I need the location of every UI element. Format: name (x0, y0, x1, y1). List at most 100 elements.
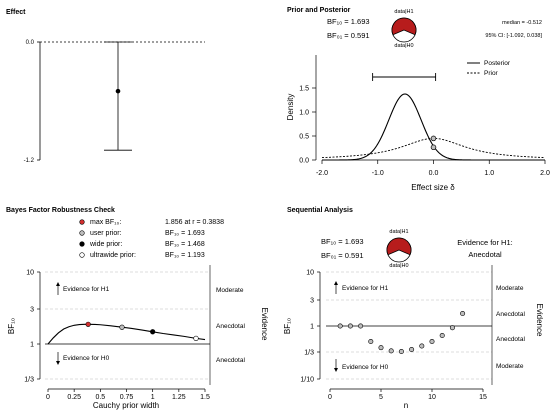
seq-level-moderate: Moderate (496, 363, 524, 370)
prior-posterior-panel: Prior and Posterior BF₁₀ = 1.693 BF₀₁ = … (286, 7, 550, 192)
rb-legend-label: user prior: (90, 230, 122, 237)
rb-prior-point (85, 321, 91, 327)
seq-evidence-h0-label: Evidence for H0 (342, 364, 389, 371)
robustness-panel: Bayes Factor Robustness Check max BF₁₀: 1… (6, 207, 269, 410)
arrow-up-icon (56, 282, 60, 286)
rb-evidence-h1-label: Evidence for H1 (63, 286, 110, 293)
rb-legend-value: BF₁₀ = 1.693 (165, 230, 205, 237)
rb-prior-point (150, 329, 156, 335)
pie-h1-slice (391, 17, 417, 36)
seq-evidence-pie (386, 237, 412, 263)
sequential-title: Sequential Analysis (287, 207, 353, 214)
seq-evidence-level: Anecdotal (468, 250, 502, 259)
effect-y-tick-label: -1.2 (24, 158, 35, 164)
robustness-title: Bayes Factor Robustness Check (6, 207, 115, 214)
rb-legend-label: wide prior: (89, 241, 122, 248)
pp-y-tick-label: 0.5 (299, 134, 309, 141)
pp-legend-prior-label: Prior (484, 70, 499, 77)
seq-y-tick-label: 10 (306, 270, 314, 277)
seq-bf-point (398, 349, 404, 355)
rb-x-axis-label: Cauchy prior width (93, 401, 159, 410)
seq-y-tick-label: 1/10 (300, 377, 314, 384)
pp-median-label: median = -0.512 (502, 20, 542, 26)
seq-bf-point (378, 345, 384, 351)
rb-legend-marker (79, 219, 85, 225)
seq-level-moderate: Moderate (496, 285, 524, 292)
seq-y-tick-label: 1/3 (304, 350, 314, 357)
seq-bf-point (439, 332, 445, 338)
seq-y-tick-label: 1 (310, 324, 314, 331)
pp-y-tick-label: 0.0 (299, 158, 309, 165)
pp-x-tick-label: -2.0 (316, 170, 328, 177)
seq-bf10-label: BF₁₀ = 1.693 (321, 237, 364, 246)
effect-point-estimate (115, 88, 121, 94)
seq-bf-point (368, 338, 374, 344)
sequential-points (337, 311, 466, 355)
sequential-panel: Sequential Analysis BF₁₀ = 1.693 BF₀₁ = … (283, 207, 544, 410)
rb-x-tick-label: 0.25 (67, 394, 81, 401)
pp-ci-label: 95% CI: [-1.092, 0.038] (485, 33, 542, 39)
pp-x-axis-label: Effect size δ (411, 183, 455, 192)
seq-bf01-label: BF₀₁ = 0.591 (321, 251, 364, 260)
rb-legend-label: max BF₁₀: (90, 219, 121, 226)
pp-bf01-label: BF₀₁ = 0.591 (327, 31, 370, 40)
seq-bf-point (419, 343, 425, 349)
pp-x-ticks: -2.0 -1.0 0.0 1.0 2.0 (316, 160, 550, 177)
rb-x-tick-label: 0 (46, 394, 50, 401)
pp-credible-interval (372, 73, 437, 81)
robustness-points (85, 321, 199, 341)
pp-pie-top-label: data|H1 (394, 9, 413, 15)
pp-x-tick-label: -1.0 (372, 170, 384, 177)
seq-bf-point (429, 338, 435, 344)
rb-x-tick-label: 0.5 (95, 394, 105, 401)
rb-y-tick-label: 10 (26, 270, 34, 277)
prior-at-zero-point (430, 135, 437, 142)
seq-bf-point (337, 323, 343, 329)
seq-x-axis-label: n (404, 401, 408, 410)
effect-panel: Effect 0.0 -1.2 (6, 9, 205, 164)
rb-x-ticks: 0 0.25 0.5 0.75 1 1.25 1.5 (46, 389, 210, 401)
rb-evidence-h0-label: Evidence for H0 (63, 355, 110, 362)
rb-level-moderate: Moderate (216, 287, 244, 294)
seq-evidence-h1-label: Evidence for H1 (342, 285, 389, 292)
seq-x-tick-label: 15 (479, 394, 487, 401)
arrow-down-icon (334, 368, 338, 372)
rb-legend-label: ultrawide prior: (90, 252, 136, 259)
rb-legend-marker (79, 241, 85, 247)
seq-level-anecdotal: Anecdotal (496, 336, 525, 343)
seq-pie-top-label: data|H1 (389, 229, 408, 235)
rb-level-anecdotal: Anecdotal (216, 323, 245, 330)
rb-y-axis-label: BF₁₀ (7, 318, 16, 334)
rb-legend-marker (79, 252, 85, 258)
seq-bf-point (409, 347, 415, 353)
seq-level-anecdotal: Anecdotal (496, 311, 525, 318)
pp-x-tick-label: 2.0 (540, 170, 550, 177)
seq-bf-point (460, 311, 466, 317)
rb-prior-point (119, 324, 125, 330)
pp-y-ticks: 0.0 0.5 1.0 1.5 (299, 86, 316, 165)
pp-evidence-pie (391, 17, 417, 43)
arrow-up-icon (334, 281, 338, 285)
pp-x-tick-label: 1.0 (484, 170, 494, 177)
seq-evidence-title: Evidence for H1: (457, 238, 512, 247)
rb-legend-marker (79, 230, 85, 236)
seq-y-axis-label: BF₁₀ (283, 318, 292, 334)
rb-legend-value: BF₁₀ = 1.193 (165, 252, 205, 259)
seq-y-ticks: 1/10 1/3 1 3 10 (300, 270, 320, 384)
effect-title: Effect (6, 9, 26, 16)
arrow-down-icon (56, 361, 60, 365)
seq-evidence-axis-label: Evidence (535, 304, 544, 337)
rb-x-tick-label: 0.75 (120, 394, 134, 401)
posterior-at-zero-point (430, 144, 437, 151)
seq-bf-point (449, 325, 455, 331)
pp-x-tick-label: 0.0 (429, 170, 439, 177)
effect-y-tick-label: 0.0 (26, 40, 35, 46)
rb-y-ticks: 1/3 1 3 10 (24, 270, 40, 384)
pp-pie-bottom-label: data|H0 (394, 43, 413, 49)
seq-y-tick-label: 3 (310, 298, 314, 305)
rb-x-tick-label: 1 (151, 394, 155, 401)
seq-x-tick-label: 5 (379, 394, 383, 401)
rb-x-tick-label: 1.25 (172, 394, 186, 401)
pp-bf10-label: BF₁₀ = 1.693 (327, 17, 370, 26)
